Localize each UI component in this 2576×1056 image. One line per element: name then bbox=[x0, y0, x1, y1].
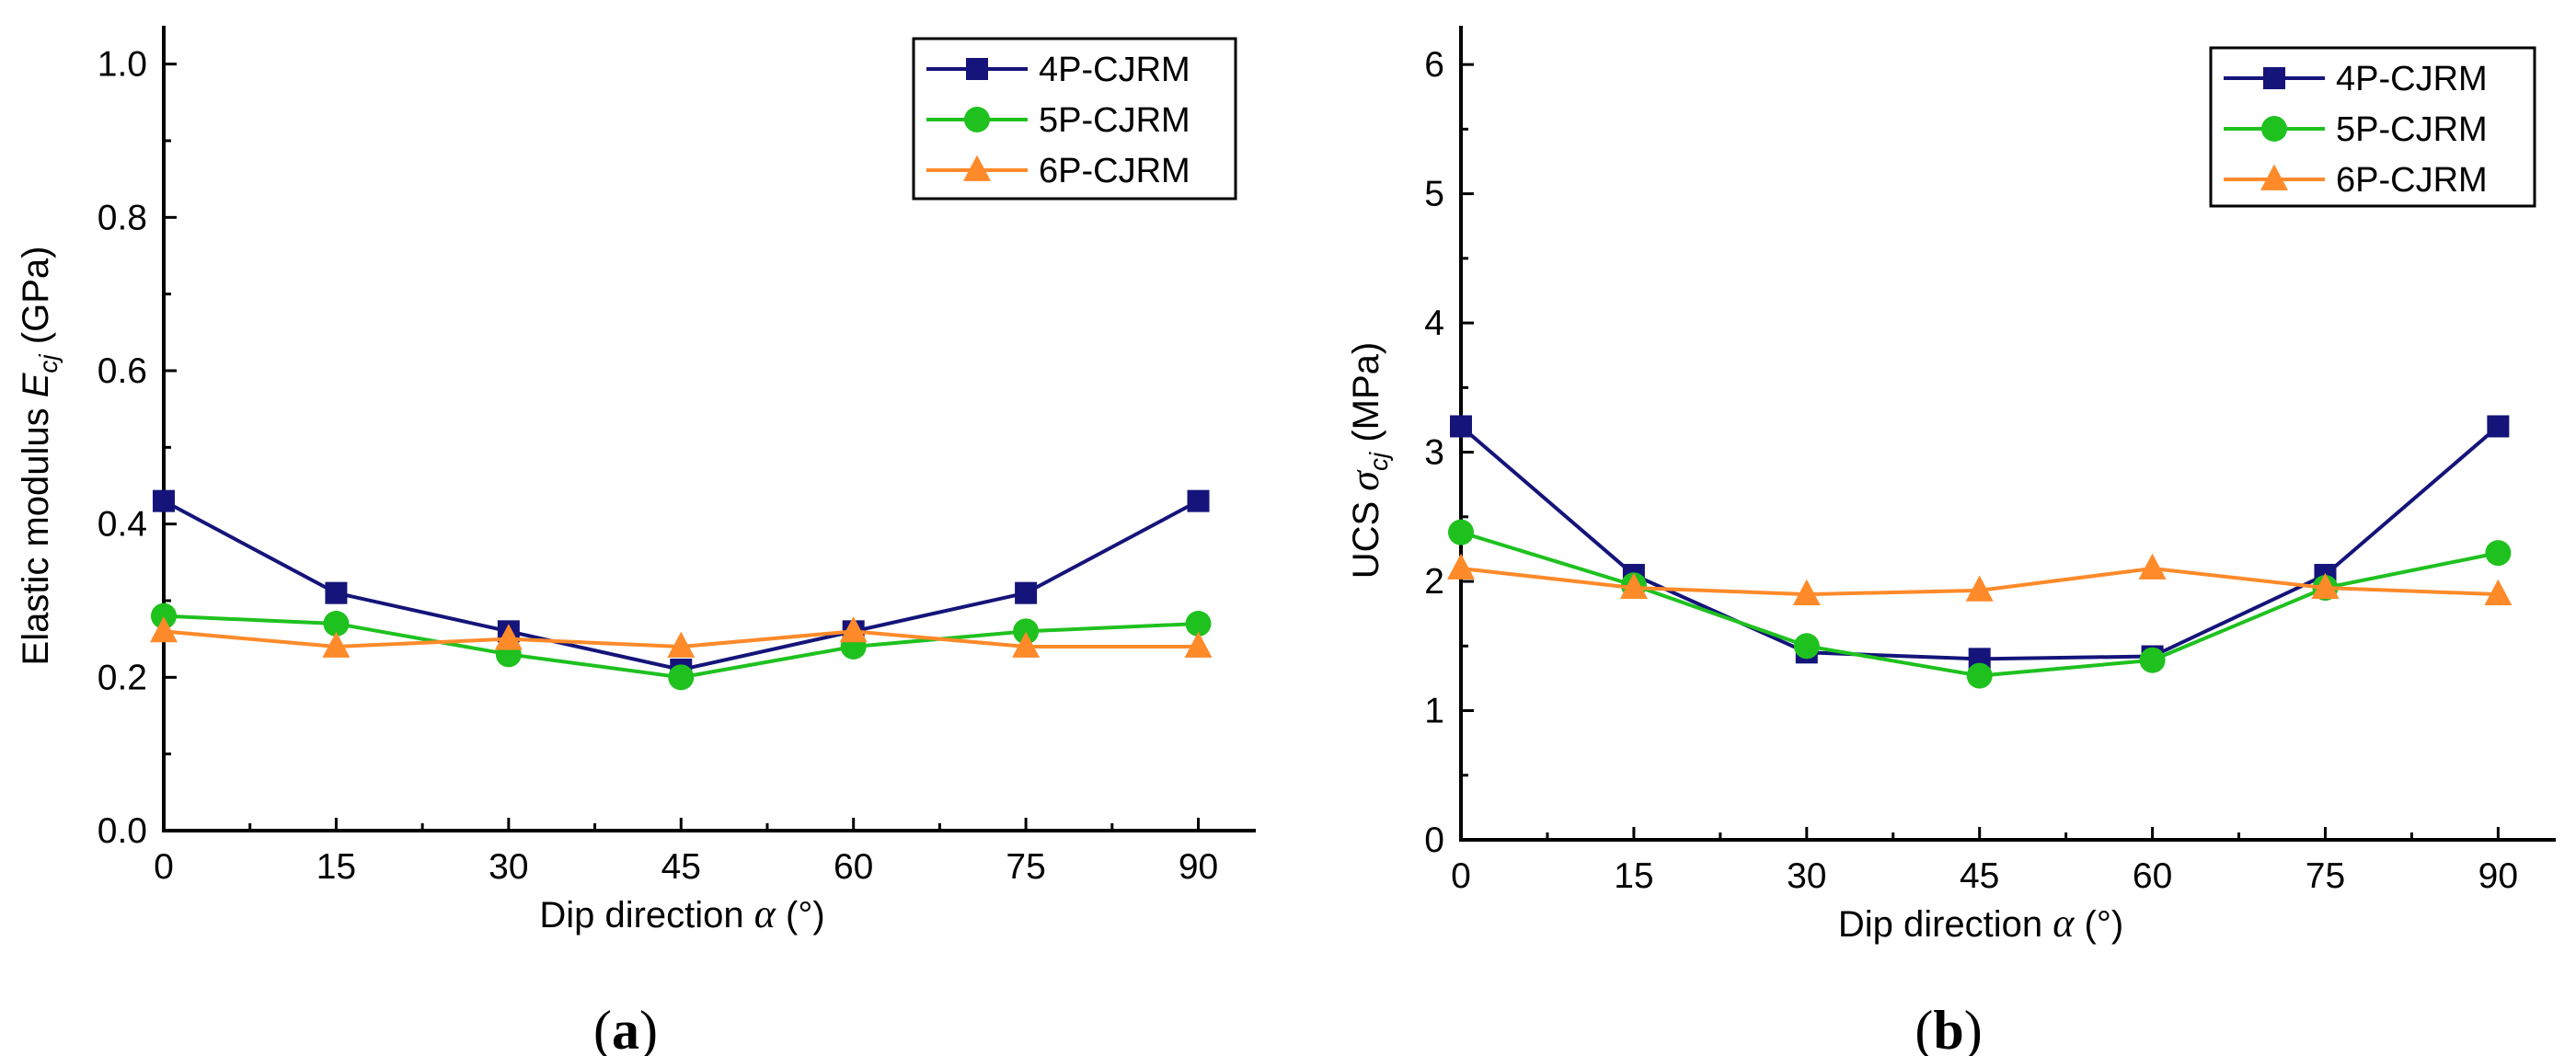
panel-a-chart: 0.0 0.2 0.4 0.6 0.8 1.0 0 15 30 45 60 75 90 Dip direc… bbox=[16, 26, 1256, 936]
chart-a-point-6p-cjrm bbox=[494, 624, 523, 650]
chart-b-point-4p-cjrm bbox=[1450, 415, 1472, 438]
chart-a-ytick-label: 0.6 bbox=[98, 351, 147, 391]
chart-b-xtick-label: 0 bbox=[1451, 856, 1471, 896]
chart-a-ytick-label: 0.2 bbox=[98, 658, 147, 697]
chart-a-legend-marker-5p-cjrm bbox=[964, 107, 990, 132]
chart-a-legend-marker-6p-cjrm bbox=[963, 155, 991, 181]
chart-b-ytick-label: 4 bbox=[1424, 304, 1444, 343]
chart-b-xtick-label: 15 bbox=[1614, 856, 1653, 896]
chart-b-x-axis-title: Dip direction α (°) bbox=[1838, 901, 2123, 946]
chart-b-point-6p-cjrm bbox=[2138, 553, 2167, 580]
chart-b-legend-label-5p-cjrm: 5P-CJRM bbox=[2336, 110, 2488, 149]
chart-a-xtick-label: 15 bbox=[316, 847, 356, 887]
chart-b-xtick-label: 60 bbox=[2133, 856, 2172, 896]
chart-a-legend-marker-4p-cjrm bbox=[966, 58, 988, 80]
chart-b-xtick-label: 30 bbox=[1787, 856, 1826, 896]
chart-a-point-4p-cjrm bbox=[153, 489, 175, 512]
chart-a-ytick-label: 0.4 bbox=[98, 505, 147, 545]
chart-a-ytick-label: 0.8 bbox=[98, 198, 147, 237]
chart-a-legend-label-5p-cjrm: 5P-CJRM bbox=[1039, 101, 1190, 140]
chart-a-ytick-label: 0.0 bbox=[98, 811, 147, 851]
chart-b-point-6p-cjrm bbox=[1792, 579, 1821, 605]
chart-b-y-axis-title: UCS σcj (MPa) bbox=[1342, 342, 1393, 580]
chart-a-ytick-label: 1.0 bbox=[98, 45, 147, 85]
chart-a-point-5p-cjrm bbox=[1013, 618, 1040, 645]
chart-b-point-5p-cjrm bbox=[1793, 633, 1820, 660]
chart-a-xtick-label: 60 bbox=[834, 847, 873, 887]
chart-a-legend-label-6p-cjrm: 6P-CJRM bbox=[1039, 152, 1190, 190]
chart-b-point-5p-cjrm bbox=[1966, 662, 1993, 689]
chart-b-ytick-label: 2 bbox=[1424, 562, 1444, 602]
chart-b-ytick-label: 5 bbox=[1424, 175, 1444, 214]
chart-a-xtick-label: 30 bbox=[489, 847, 528, 887]
chart-b-point-6p-cjrm bbox=[1965, 575, 1994, 602]
chart-a-point-6p-cjrm bbox=[667, 631, 696, 658]
chart-a-point-6p-cjrm bbox=[150, 615, 178, 643]
chart-b-ytick-label: 1 bbox=[1424, 692, 1444, 731]
chart-a-point-4p-cjrm bbox=[1015, 581, 1038, 604]
chart-a-x-axis-title: Dip direction α (°) bbox=[539, 891, 824, 936]
chart-b-point-6p-cjrm bbox=[2484, 579, 2513, 605]
chart-b-legend-marker-5p-cjrm bbox=[2261, 116, 2287, 142]
chart-a-point-6p-cjrm bbox=[322, 631, 351, 658]
chart-b-point-6p-cjrm bbox=[1619, 572, 1648, 599]
chart-a-point-5p-cjrm bbox=[323, 611, 350, 637]
chart-b-ytick-label: 6 bbox=[1424, 45, 1444, 85]
chart-b-xtick-label: 75 bbox=[2306, 856, 2345, 896]
chart-a-point-5p-cjrm bbox=[1185, 611, 1212, 637]
chart-b-point-5p-cjrm bbox=[2485, 540, 2512, 567]
chart-a-point-5p-cjrm bbox=[668, 664, 695, 691]
chart-b-xtick-label: 90 bbox=[2478, 856, 2518, 896]
chart-a-xtick-label: 90 bbox=[1179, 847, 1218, 887]
chart-b-ytick-label: 3 bbox=[1424, 433, 1444, 473]
chart-a-point-4p-cjrm bbox=[1187, 489, 1210, 512]
chart-a-point-6p-cjrm bbox=[1012, 631, 1041, 658]
panel-a-caption: (a) bbox=[593, 1000, 658, 1056]
chart-b-legend-marker-4p-cjrm bbox=[2263, 67, 2285, 89]
chart-b-line-4p-cjrm bbox=[1459, 424, 2500, 661]
chart-a-point-6p-cjrm bbox=[1184, 631, 1213, 658]
chart-b-point-6p-cjrm bbox=[1447, 553, 1475, 580]
chart-a-point-6p-cjrm bbox=[839, 615, 868, 643]
chart-b-point-5p-cjrm bbox=[2139, 647, 2166, 673]
chart-b-point-4p-cjrm bbox=[2487, 415, 2510, 438]
chart-b-legend-marker-6p-cjrm bbox=[2260, 164, 2288, 190]
chart-b-ytick-label: 0 bbox=[1424, 821, 1444, 860]
chart-a-legend-label-4p-cjrm: 4P-CJRM bbox=[1039, 51, 1190, 89]
chart-b-xtick-label: 45 bbox=[1960, 856, 1999, 896]
chart-a-y-axis-title: Elastic modulus Ecj (GPa) bbox=[16, 247, 63, 666]
chart-b-point-6p-cjrm bbox=[2311, 572, 2340, 599]
chart-a-point-5p-cjrm bbox=[151, 603, 177, 629]
chart-a-xtick-label: 0 bbox=[154, 847, 174, 887]
chart-b-point-5p-cjrm bbox=[1448, 519, 1474, 545]
chart-a-xtick-label: 75 bbox=[1006, 847, 1045, 887]
panel-b-caption: (b) bbox=[1915, 1000, 1982, 1056]
chart-b-legend-label-6p-cjrm: 6P-CJRM bbox=[2336, 161, 2488, 200]
chart-a-xtick-label: 45 bbox=[661, 847, 701, 887]
chart-a-point-4p-cjrm bbox=[325, 581, 348, 604]
chart-b-legend-label-4p-cjrm: 4P-CJRM bbox=[2336, 60, 2488, 98]
